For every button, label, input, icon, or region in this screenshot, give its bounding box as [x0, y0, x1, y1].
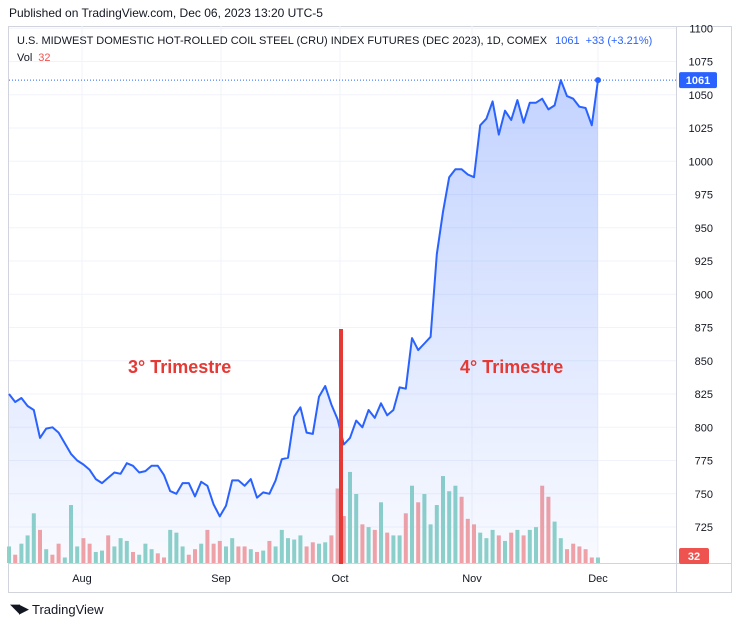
vol-label: Vol	[17, 52, 33, 64]
price-badges: 1061 32	[679, 72, 717, 564]
quarter-divider	[339, 329, 343, 564]
legend-change: +33 (+3.21%)	[585, 35, 653, 47]
y-axis: 725 750 775 800 825 850 875 900 925 950 975 1000 102…	[689, 23, 713, 534]
price-line	[8, 79, 599, 518]
y-tick-label: 725	[695, 522, 713, 534]
y-tick-label: 750	[695, 489, 713, 501]
x-tick-label: Sep	[211, 573, 231, 585]
tradingview-logo-icon: ◥▶	[10, 601, 29, 616]
tradingview-brand[interactable]: ◥▶ TradingView	[10, 601, 104, 617]
vol-value: 32	[38, 52, 51, 64]
chart-frame	[8, 26, 732, 593]
publish-caption: Published on TradingView.com, Dec 06, 20…	[9, 6, 323, 20]
y-tick-label: 1025	[689, 123, 713, 135]
y-tick-label: 1050	[689, 90, 713, 102]
legend-symbol: U.S. MIDWEST DOMESTIC HOT-ROLLED COIL ST…	[17, 35, 548, 47]
x-tick-label: Dec	[588, 573, 608, 585]
y-tick-label: 950	[695, 223, 713, 235]
y-tick-label: 800	[695, 422, 713, 434]
y-tick-label: 825	[695, 389, 713, 401]
y-tick-label: 900	[695, 289, 713, 301]
brand-label: TradingView	[32, 601, 104, 617]
x-axis: Aug Sep Oct Nov Dec	[72, 573, 608, 585]
y-tick-label: 775	[695, 456, 713, 468]
volume-legend: Vol 32	[17, 52, 51, 64]
x-tick-label: Nov	[462, 573, 482, 585]
last-price-dot	[595, 77, 601, 84]
y-tick-label: 975	[695, 190, 713, 202]
chart-legend: U.S. MIDWEST DOMESTIC HOT-ROLLED COIL ST…	[17, 35, 652, 47]
y-tick-label: 1100	[689, 23, 713, 35]
price-area	[9, 80, 598, 563]
x-tick-label: Aug	[72, 573, 92, 585]
svg-text:1061: 1061	[686, 75, 710, 87]
q3-annotation: 3° Trimestre	[128, 357, 232, 377]
legend-price: 1061	[555, 35, 580, 47]
last-price-badge: 1061	[679, 72, 717, 89]
x-tick-label: Oct	[331, 573, 348, 585]
svg-text:32: 32	[688, 551, 700, 563]
y-tick-label: 850	[695, 356, 713, 368]
y-tick-label: 1075	[689, 57, 713, 69]
y-tick-label: 875	[695, 323, 713, 335]
y-tick-label: 925	[695, 256, 713, 268]
last-volume-badge: 32	[679, 548, 709, 564]
q4-annotation: 4° Trimestre	[460, 357, 564, 377]
y-tick-label: 1000	[689, 156, 713, 168]
